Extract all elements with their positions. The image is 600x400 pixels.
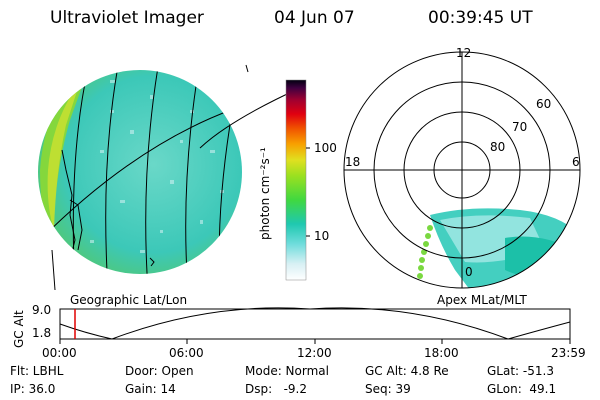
date-label: 04 Jun 07 — [274, 8, 355, 28]
colorbar-tick-100: 100 — [314, 141, 337, 155]
seq-info: Seq: 39 — [365, 382, 411, 396]
time-tick-1200: 12:00 — [297, 346, 332, 360]
altitude-axis-label: GC Alt — [12, 310, 26, 348]
altitude-tick-low: 1.8 — [32, 326, 52, 340]
lat-label-70: 70 — [512, 120, 528, 134]
time-tick-2359: 23:59 — [551, 346, 586, 360]
time-label: 00:39:45 UT — [428, 8, 533, 28]
polar-plot — [343, 51, 581, 289]
gc-alt-info: GC Alt: 4.8 Re — [365, 364, 449, 378]
geographic-projection-label: Geographic Lat/Lon — [70, 293, 188, 307]
mlt-label-6: 6 — [572, 155, 580, 169]
time-tick-0600: 06:00 — [169, 346, 204, 360]
altitude-plot — [59, 307, 571, 344]
instrument-title: Ultraviolet Imager — [50, 8, 204, 28]
glat-info: GLat: -51.3 — [487, 364, 554, 378]
mode-info: Mode: Normal — [245, 364, 329, 378]
dsp-info: Dsp: -9.2 — [245, 382, 308, 396]
altitude-tick-high: 9.0 — [32, 303, 52, 317]
earth-disk-image — [38, 70, 242, 274]
colorbar — [285, 79, 307, 281]
colorbar-unit-label: photon cm⁻²s⁻¹ — [258, 147, 272, 240]
ip-info: IP: 36.0 — [10, 382, 56, 396]
mlt-label-18: 18 — [345, 155, 361, 169]
lat-label-80: 80 — [490, 140, 506, 154]
gain-info: Gain: 14 — [125, 382, 176, 396]
door-info: Door: Open — [125, 364, 194, 378]
mlt-label-12: 12 — [456, 46, 472, 60]
time-tick-1800: 18:00 — [424, 346, 459, 360]
apex-projection-label: Apex MLat/MLT — [437, 293, 527, 307]
colorbar-tick-10: 10 — [314, 229, 330, 243]
filter-info: Flt: LBHL — [10, 364, 64, 378]
glon-info: GLon: 49.1 — [487, 382, 557, 396]
time-tick-0000: 00:00 — [42, 346, 77, 360]
mlt-label-0: 0 — [465, 265, 473, 279]
lat-label-60: 60 — [536, 97, 552, 111]
